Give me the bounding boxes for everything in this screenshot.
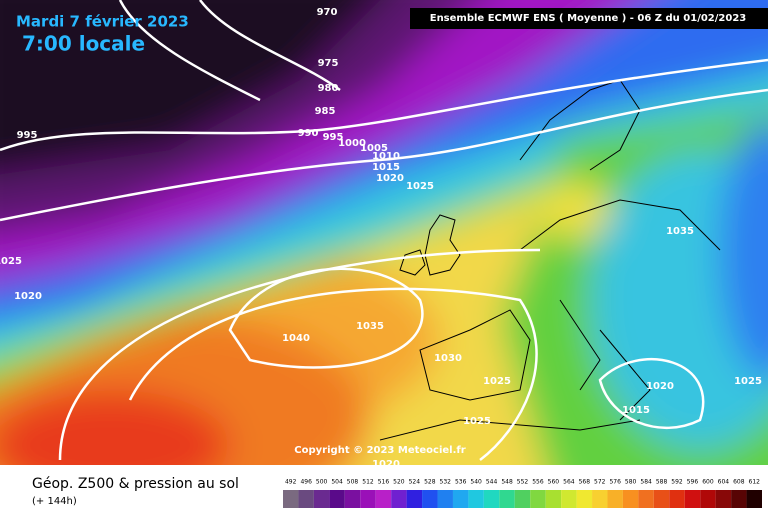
isobar-label: 990 — [298, 128, 319, 139]
scale-label: 504 — [331, 479, 343, 486]
scale-label: 508 — [347, 479, 359, 486]
scale-swatch — [344, 490, 361, 508]
isobar-label: 1035 — [356, 321, 384, 332]
scale-swatch — [375, 490, 392, 508]
isobar-label: 1020 — [372, 459, 400, 470]
scale-swatch — [731, 490, 747, 508]
scale-swatch — [746, 490, 762, 508]
scale-label: 528 — [424, 479, 436, 486]
scale-label: 524 — [409, 479, 421, 486]
scale-label: 596 — [687, 479, 699, 486]
scale-label: 552 — [517, 479, 529, 486]
scale-label: 500 — [316, 479, 328, 486]
scale-swatch — [530, 490, 546, 508]
scale-swatch — [669, 490, 685, 508]
scale-swatch — [715, 490, 732, 508]
isobar-label: 1025 — [406, 181, 434, 192]
scale-label: 564 — [563, 479, 575, 486]
isobar-label: 970 — [317, 7, 338, 18]
isobar-label: 1025 — [463, 416, 491, 427]
scale-swatch — [391, 490, 407, 508]
scale-swatch — [452, 490, 469, 508]
scale-swatch — [607, 490, 623, 508]
isobar-label: 1015 — [622, 405, 650, 416]
scale-swatch — [576, 490, 593, 508]
scale-swatch — [437, 490, 453, 508]
scale-label: 532 — [440, 479, 452, 486]
scale-swatch — [422, 490, 438, 508]
isobar-label: 995 — [17, 130, 38, 141]
model-info: Ensemble ECMWF ENS ( Moyenne ) - 06 Z du… — [430, 13, 747, 24]
scale-swatch — [592, 490, 608, 508]
isobar-label: 1020 — [376, 173, 404, 184]
scale-label: 544 — [486, 479, 498, 486]
copyright: Copyright © 2023 Meteociel.fr — [294, 445, 465, 456]
scale-label: 592 — [671, 479, 683, 486]
scale-swatch — [700, 490, 716, 508]
scale-swatch — [622, 490, 639, 508]
isobar-label: 1005 — [360, 143, 388, 154]
isobar-label: 1020 — [646, 381, 674, 392]
scale-swatch — [653, 490, 670, 508]
scale-label: 520 — [393, 479, 405, 486]
scale-swatch — [406, 490, 423, 508]
scale-label: 560 — [548, 479, 560, 486]
isobar-label: 995 — [323, 132, 344, 143]
scale-label: 576 — [609, 479, 621, 486]
isobars — [0, 0, 768, 460]
scale-swatch — [514, 490, 531, 508]
scale-label: 588 — [656, 479, 668, 486]
scale-label: 536 — [455, 479, 467, 486]
scale-swatch — [313, 490, 330, 508]
footer-title: Géop. Z500 & pression au sol — [32, 476, 239, 492]
scale-swatch — [360, 490, 376, 508]
footer-subtitle: (+ 144h) — [32, 496, 77, 507]
isobar-label: 985 — [315, 106, 336, 117]
scale-label: 584 — [640, 479, 652, 486]
header-box — [410, 8, 768, 29]
scale-swatch — [283, 490, 299, 508]
scale-swatch — [545, 490, 562, 508]
scale-label: 496 — [300, 479, 312, 486]
scale-label: 608 — [733, 479, 745, 486]
coastlines — [379, 79, 721, 441]
isobar-label: 1030 — [434, 353, 462, 364]
scale-swatch — [298, 490, 314, 508]
scale-label: 516 — [378, 479, 390, 486]
scale-swatch — [483, 490, 500, 508]
isobar-label: 1025 — [734, 376, 762, 387]
scale-swatch — [684, 490, 701, 508]
scale-label: 492 — [285, 479, 297, 486]
isobar-label: 1015 — [372, 162, 400, 173]
isobar-label: 1020 — [14, 291, 42, 302]
scale-label: 572 — [594, 479, 606, 486]
scale-swatch — [329, 490, 345, 508]
scale-swatch — [561, 490, 577, 508]
isobar-label: 975 — [318, 58, 339, 69]
isobar-label: 1025 — [483, 376, 511, 387]
scale-label: 612 — [749, 479, 761, 486]
scale-label: 556 — [532, 479, 544, 486]
isobar-label: 1025 — [0, 256, 22, 267]
isobar-label: 1010 — [372, 151, 400, 162]
isobar-label: 980 — [318, 83, 339, 94]
scale-label: 580 — [625, 479, 637, 486]
time: 7:00 locale — [22, 32, 145, 56]
scale-label: 568 — [579, 479, 591, 486]
isobar-label: 1040 — [282, 333, 310, 344]
scale-label: 604 — [718, 479, 730, 486]
scale-swatch — [638, 490, 654, 508]
scale-label: 600 — [702, 479, 714, 486]
date: Mardi 7 février 2023 — [16, 13, 189, 31]
isobar-label: 1000 — [338, 138, 366, 149]
scale-swatch — [468, 490, 484, 508]
scale-label: 540 — [470, 479, 482, 486]
scale-label: 548 — [501, 479, 513, 486]
scale-label: 512 — [362, 479, 374, 486]
isobar-label: 1035 — [666, 226, 694, 237]
scale-swatch — [499, 490, 515, 508]
